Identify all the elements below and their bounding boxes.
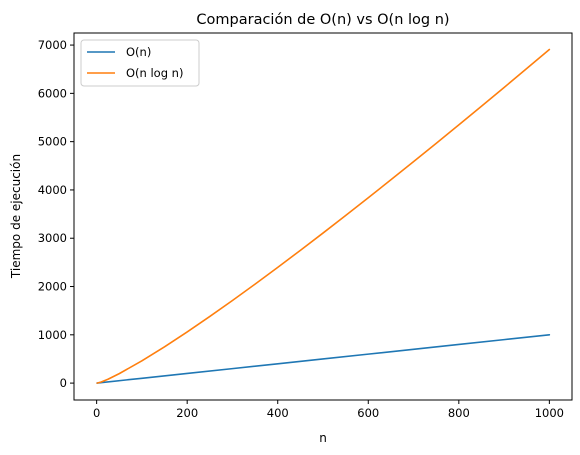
series-layer — [96, 48, 551, 384]
y-axis-label: Tiempo de ejecución — [9, 154, 23, 279]
series-line-o-n — [96, 334, 551, 384]
y-tick-label: 7000 — [38, 38, 67, 52]
series-line-o-n-log-n — [96, 48, 551, 384]
legend-label-o-n-log-n: O(n log n) — [126, 66, 183, 80]
chart-title: Comparación de O(n) vs O(n log n) — [196, 12, 449, 28]
y-tick-label: 2000 — [38, 280, 67, 294]
y-tick-label: 0 — [60, 376, 67, 390]
x-tick-label: 600 — [357, 406, 379, 420]
plot-frame — [73, 32, 573, 401]
legend: O(n) O(n log n) — [80, 39, 200, 87]
x-tick-label: 0 — [93, 406, 100, 420]
x-tick-label: 1000 — [535, 406, 564, 420]
x-axis-label: n — [319, 431, 327, 445]
y-tick-label: 4000 — [38, 183, 67, 197]
x-tick-label: 400 — [267, 406, 289, 420]
y-tick-label: 6000 — [38, 86, 67, 100]
tick-layer: 0 200 400 600 800 1000 0 1000 2000 3000 4000 5000 60… — [38, 38, 564, 420]
x-tick-label: 800 — [448, 406, 470, 420]
y-tick-label: 1000 — [38, 328, 67, 342]
y-tick-label: 5000 — [38, 135, 67, 149]
x-tick-label: 200 — [176, 406, 198, 420]
legend-label-o-n: O(n) — [126, 45, 151, 59]
y-tick-label: 3000 — [38, 231, 67, 245]
